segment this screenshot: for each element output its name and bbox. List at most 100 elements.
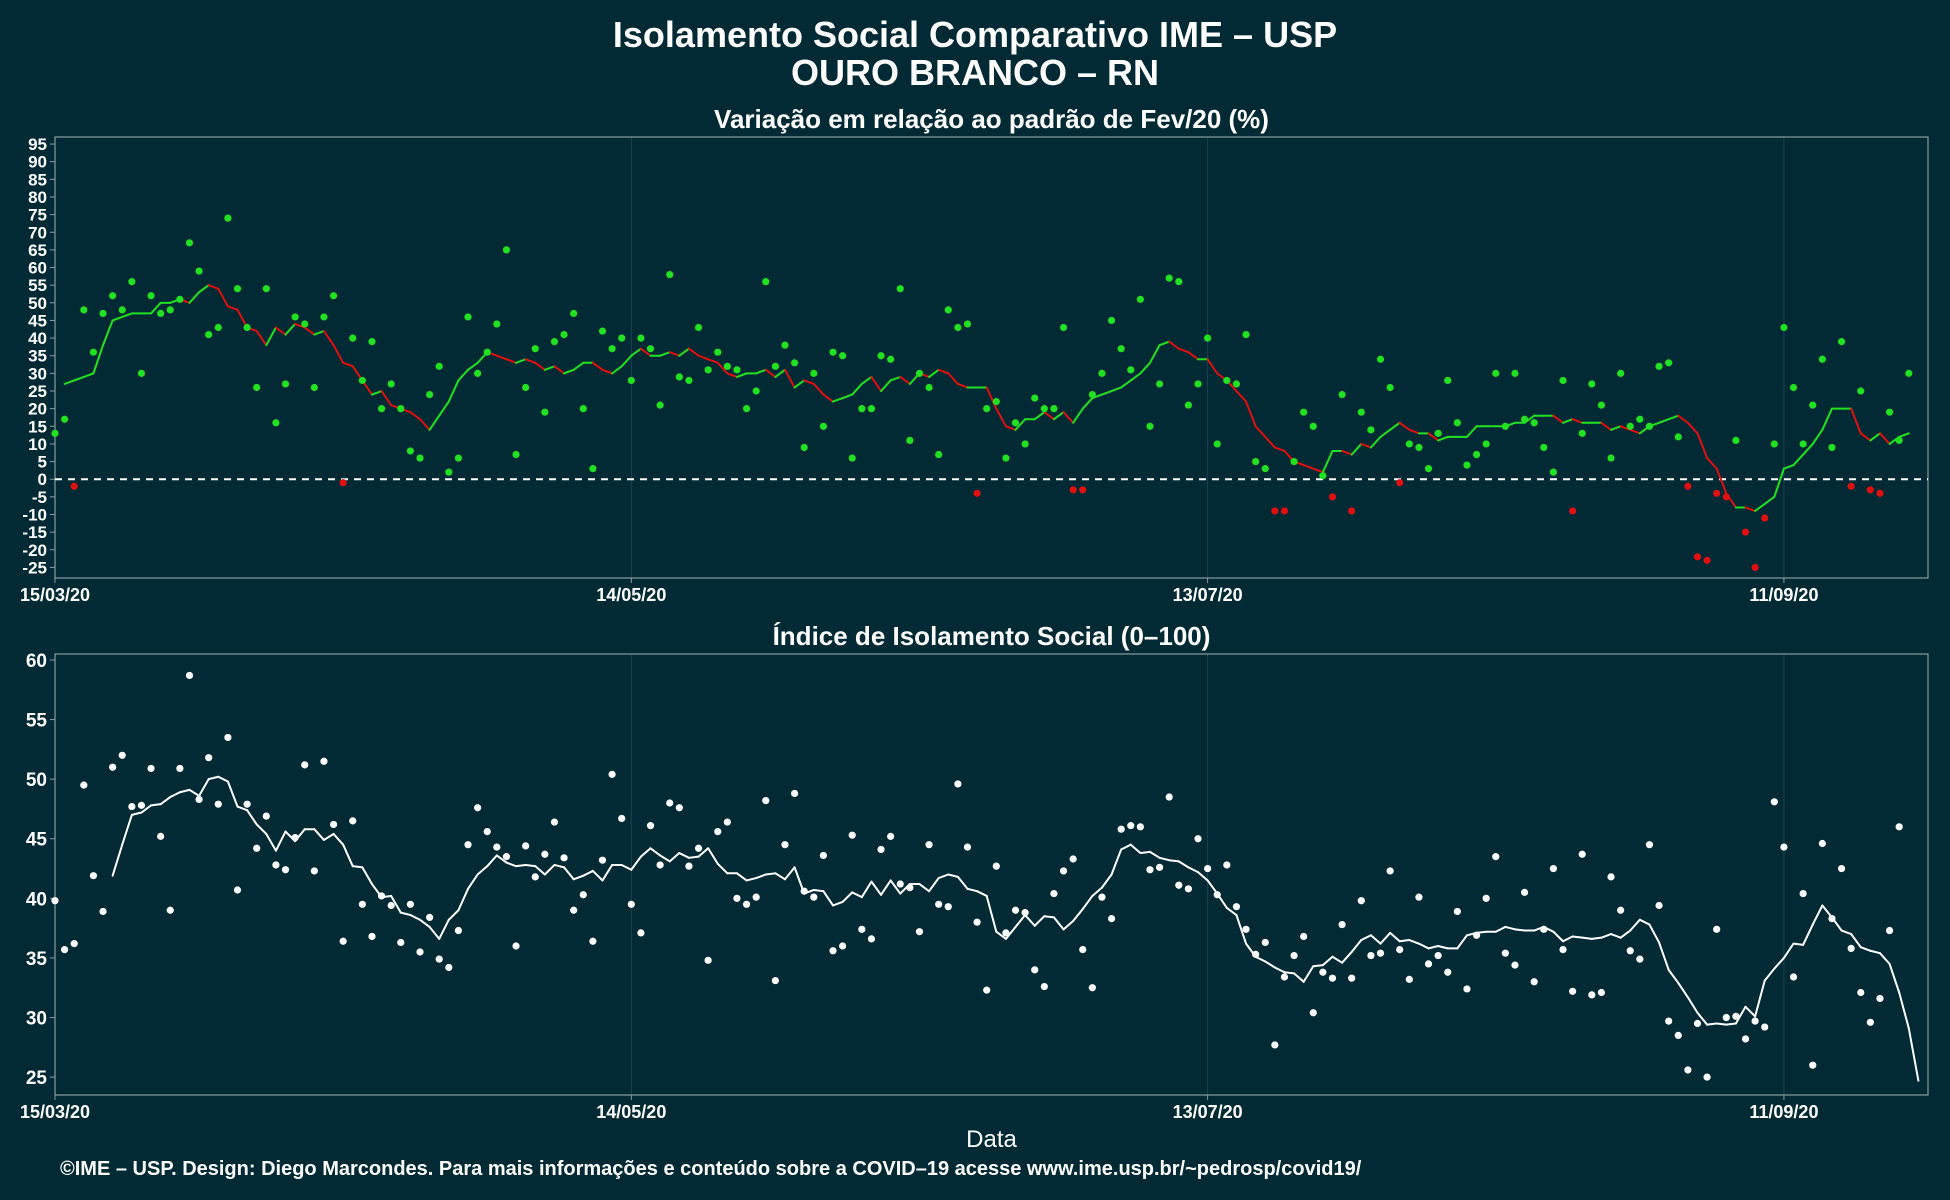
- data-point: [205, 330, 213, 339]
- data-point: [1472, 931, 1481, 939]
- data-point: [1876, 489, 1884, 497]
- data-point: [1175, 278, 1183, 286]
- data-point: [877, 845, 885, 854]
- data-point: [1204, 334, 1212, 342]
- moving-average-segment: [1120, 379, 1132, 389]
- moving-average-segment: [476, 865, 489, 876]
- data-point: [464, 313, 472, 321]
- data-point: [973, 489, 981, 497]
- moving-average-segment: [380, 390, 393, 407]
- x-tick-label: 13/07/20: [1173, 585, 1243, 605]
- y-tick-label: 55: [28, 276, 47, 295]
- moving-average-segment: [1398, 939, 1411, 943]
- data-point: [983, 986, 991, 994]
- moving-average-segment: [390, 894, 402, 914]
- moving-average-segment: [1552, 414, 1565, 424]
- data-point: [1021, 909, 1029, 917]
- data-point: [1088, 390, 1096, 399]
- moving-average-segment: [1033, 411, 1046, 421]
- data-point: [1040, 405, 1048, 413]
- moving-average-segment: [486, 854, 498, 868]
- data-point: [1117, 825, 1125, 833]
- data-point: [214, 800, 222, 808]
- moving-average-segment: [515, 358, 527, 364]
- moving-average-segment: [976, 890, 988, 897]
- moving-average-segment: [1081, 397, 1094, 410]
- moving-average-segment: [1379, 931, 1392, 945]
- moving-average-segment: [1782, 942, 1795, 959]
- moving-average-segment: [639, 347, 652, 357]
- data-point: [1665, 359, 1673, 367]
- data-point: [233, 886, 242, 894]
- data-point: [1588, 991, 1596, 999]
- moving-average-segment: [1072, 908, 1084, 922]
- moving-average-segment: [735, 372, 748, 378]
- data-point: [1252, 950, 1260, 958]
- data-point: [963, 320, 972, 328]
- data-point: [1098, 369, 1106, 377]
- data-point: [1693, 553, 1702, 561]
- data-point: [474, 369, 482, 377]
- data-point: [1866, 486, 1874, 494]
- data-point: [973, 918, 981, 926]
- data-point: [1040, 982, 1048, 991]
- moving-average-segment: [1206, 879, 1219, 895]
- data-point: [1011, 906, 1020, 914]
- moving-average-segment: [82, 372, 95, 378]
- data-point: [1732, 436, 1740, 445]
- moving-average-segment: [1014, 418, 1027, 431]
- moving-average-segment: [1072, 407, 1084, 424]
- data-point: [531, 873, 539, 881]
- moving-average-segment: [1552, 930, 1565, 943]
- moving-average-segment: [1389, 421, 1401, 431]
- data-point: [1741, 1035, 1750, 1043]
- moving-average-segment: [322, 330, 335, 347]
- data-point: [329, 292, 338, 300]
- moving-average-segment: [1686, 421, 1699, 435]
- data-point: [1319, 472, 1327, 480]
- moving-average-segment: [1696, 432, 1709, 460]
- data-point: [1837, 864, 1846, 873]
- moving-average-segment: [783, 866, 796, 881]
- moving-average-segment: [1456, 934, 1468, 950]
- data-point: [685, 376, 693, 385]
- data-point: [1136, 823, 1144, 831]
- data-point: [1885, 408, 1894, 416]
- data-point: [310, 383, 318, 392]
- data-point: [1597, 401, 1606, 409]
- moving-average-segment: [409, 914, 421, 921]
- data-point: [1559, 945, 1567, 954]
- moving-average-segment: [1177, 347, 1190, 354]
- moving-average-segment: [591, 361, 604, 371]
- moving-average-segment: [620, 354, 633, 368]
- data-point: [358, 900, 366, 908]
- data-point: [1405, 440, 1413, 448]
- data-point: [550, 338, 559, 346]
- moving-average-segment: [1273, 966, 1286, 974]
- data-point: [1799, 440, 1807, 448]
- data-point: [541, 408, 549, 416]
- y-tick-label: 45: [26, 830, 48, 851]
- moving-average-segment: [928, 877, 940, 893]
- moving-average-segment: [841, 891, 854, 903]
- moving-average-segment: [764, 872, 777, 876]
- data-point: [1213, 891, 1221, 899]
- data-point: [848, 831, 856, 839]
- moving-average-segment: [649, 847, 662, 857]
- data-point: [1895, 436, 1903, 445]
- data-point: [733, 894, 741, 902]
- data-point: [435, 362, 443, 370]
- moving-average-segment: [1062, 919, 1075, 931]
- y-tick-label: 40: [28, 329, 47, 348]
- moving-average-segment: [1696, 1011, 1709, 1026]
- moving-average-segment: [198, 284, 210, 294]
- moving-average-segment: [1139, 361, 1151, 375]
- moving-average-segment: [1658, 941, 1670, 971]
- data-point: [1424, 960, 1433, 968]
- moving-average-segment: [1427, 945, 1440, 950]
- moving-average-segment: [457, 887, 470, 912]
- moving-average-segment: [361, 866, 373, 886]
- moving-average-segment: [783, 368, 796, 389]
- data-point: [1424, 465, 1433, 473]
